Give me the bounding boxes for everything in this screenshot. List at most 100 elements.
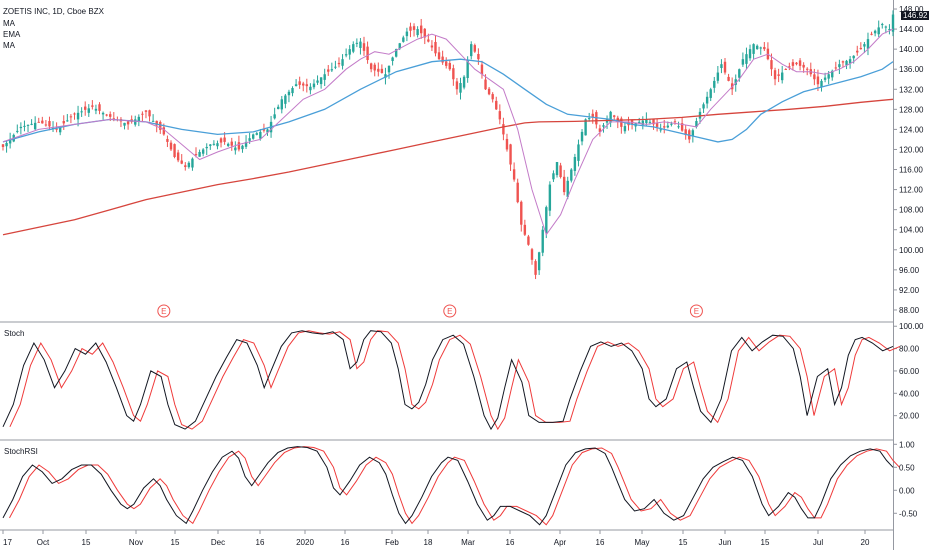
candle-body — [223, 137, 226, 142]
candle-body — [184, 165, 187, 168]
candle-body — [191, 158, 194, 168]
candle-body — [702, 104, 705, 109]
candle-body — [577, 144, 580, 161]
candle-body — [62, 121, 65, 124]
candle-body — [448, 63, 451, 70]
stochrsi-pane-label[interactable]: StochRSI — [4, 447, 38, 456]
candle-body — [570, 169, 573, 181]
ma-long-line — [2, 98, 894, 236]
candle-body — [230, 141, 233, 146]
candle-body — [23, 125, 26, 127]
price-tick-label: 108.00 — [899, 206, 924, 215]
candle-body — [580, 131, 584, 142]
candle-body — [373, 64, 376, 71]
candle-body — [427, 39, 430, 42]
candle-body — [423, 28, 426, 38]
candle-body — [641, 120, 644, 125]
candle-body — [770, 60, 773, 70]
candle-body — [330, 69, 334, 71]
indicator-ma-long-label[interactable]: MA — [3, 41, 15, 50]
price-tick-label: 140.00 — [899, 45, 924, 54]
stoch-tick-label: 60.00 — [899, 367, 920, 376]
candle-body — [366, 46, 369, 61]
candle-body — [648, 121, 652, 123]
candle-body — [148, 110, 151, 117]
stoch-tick-label: 40.00 — [899, 389, 920, 398]
earnings-marker-label: E — [447, 307, 452, 316]
candle-body — [84, 106, 87, 110]
candle-body — [791, 62, 795, 66]
candle-body — [813, 74, 816, 80]
candle-body — [445, 61, 448, 66]
candle-body — [173, 144, 176, 157]
ema-line — [2, 58, 894, 143]
candle-body — [312, 83, 316, 88]
indicator-ma-short-label[interactable]: MA — [3, 19, 15, 28]
stochrsi-tick-label: 1.00 — [899, 440, 915, 449]
candle-body — [94, 108, 98, 111]
time-tick-label: Mar — [461, 538, 475, 547]
candle-body — [870, 33, 873, 35]
candle-body — [798, 60, 802, 66]
candle-body — [412, 26, 416, 30]
candle-body — [419, 25, 423, 34]
price-tick-label: 132.00 — [899, 85, 924, 94]
candle-body — [545, 207, 548, 233]
candle-body — [55, 128, 58, 130]
symbol-title[interactable]: ZOETIS INC, 1D, Cboe BZX — [3, 7, 104, 16]
candle-body — [745, 54, 748, 64]
candle-body — [452, 68, 455, 80]
candle-body — [863, 44, 866, 47]
candle-body — [162, 127, 166, 135]
candle-body — [623, 126, 627, 132]
candle-body — [402, 37, 405, 42]
candle-body — [888, 29, 891, 31]
candle-body — [573, 156, 577, 171]
time-tick-label: Dec — [211, 538, 225, 547]
candle-body — [141, 113, 144, 115]
candle-body — [495, 100, 498, 110]
candle-body — [205, 146, 208, 149]
price-tick-label: 148.00 — [899, 5, 924, 14]
candle-body — [655, 122, 659, 127]
candle-body — [151, 120, 155, 122]
candle-body — [394, 49, 398, 57]
candle-body — [498, 111, 502, 120]
price-tick-label: 128.00 — [899, 105, 924, 114]
candle-body — [673, 121, 677, 123]
time-tick-label: Jul — [813, 538, 823, 547]
candle-body — [709, 89, 712, 98]
candle-body — [377, 68, 380, 72]
stoch-pane-label[interactable]: Stoch — [4, 329, 25, 338]
time-tick-label: 20 — [861, 538, 870, 547]
candle-body — [505, 138, 509, 150]
candle-body — [226, 143, 230, 146]
candle-body — [838, 64, 841, 68]
candle-body — [537, 252, 541, 271]
earnings-marker — [443, 304, 457, 318]
candle-body — [752, 44, 755, 54]
candle-body — [823, 77, 827, 80]
candle-body — [820, 80, 823, 88]
candle-body — [723, 61, 727, 73]
candle-body — [591, 113, 594, 117]
candle-body — [866, 39, 870, 49]
candle-body — [380, 68, 384, 73]
candle-body — [387, 65, 391, 73]
candle-body — [620, 118, 623, 127]
candle-body — [26, 124, 30, 126]
candle-body — [316, 80, 319, 83]
candle-body — [459, 83, 462, 93]
candle-body — [462, 76, 466, 88]
candle-body — [409, 26, 412, 31]
candle-body — [884, 26, 888, 28]
candle-body — [405, 31, 409, 37]
indicator-ema-label[interactable]: EMA — [3, 30, 21, 39]
candle-body — [294, 84, 298, 86]
candle-body — [509, 144, 512, 165]
candle-body — [530, 249, 534, 260]
candle-body — [437, 52, 441, 60]
candle-body — [69, 116, 73, 118]
